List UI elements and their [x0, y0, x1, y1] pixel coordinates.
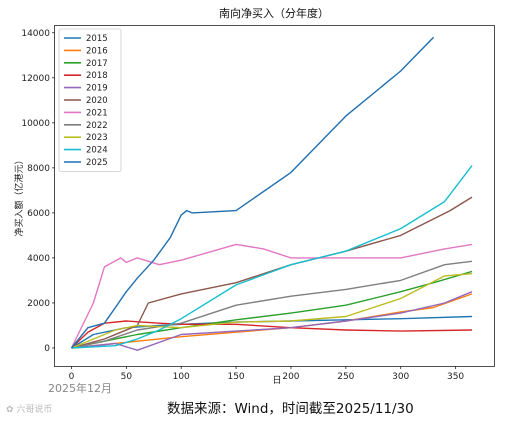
- series-line-2022: [71, 260, 473, 349]
- x-tick-label: 0: [69, 372, 75, 382]
- y-tick-label: 8000: [27, 164, 50, 174]
- x-tick-label: 250: [337, 372, 354, 382]
- legend-entry: 2017: [86, 59, 108, 69]
- y-axis: 0 2000 4000 6000 8000 10000 12000 14000: [21, 29, 55, 354]
- y-axis-label: 净买入额（亿港元）: [13, 155, 25, 236]
- legend-entry: 2024: [86, 146, 108, 156]
- legend-entry: 2018: [86, 71, 108, 81]
- x-tick-label: 200: [282, 372, 299, 382]
- x-tick-label: 300: [392, 372, 409, 382]
- legend-entry: 2020: [86, 96, 108, 106]
- x-tick-label: 50: [121, 372, 133, 382]
- x-tick-label: 100: [173, 372, 190, 382]
- x-tick-label: 150: [227, 372, 244, 382]
- legend-entry: 2021: [86, 108, 108, 118]
- y-tick-label: 12000: [21, 74, 50, 84]
- y-tick-label: 4000: [27, 254, 50, 264]
- data-source-note: 数据来源：Wind，时间截至2025/11/30: [167, 401, 414, 417]
- x-axis: 0 50 100 150 200 250 300 350: [69, 366, 464, 382]
- y-tick-label: 14000: [21, 29, 50, 39]
- legend-box: [58, 28, 122, 172]
- x-tick-label: 350: [447, 372, 464, 382]
- x-axis-label: 日: [272, 375, 281, 386]
- series-lines: [70, 36, 473, 351]
- watermark: ✿ 六哥说币: [6, 405, 53, 415]
- legend-entry: 2016: [86, 46, 108, 56]
- series-line-2025: [70, 36, 435, 349]
- y-tick-label: 6000: [27, 209, 50, 219]
- series-line-2020: [71, 196, 473, 349]
- legend-entry: 2019: [86, 84, 108, 94]
- legend-entry: 2015: [86, 34, 108, 44]
- y-tick-label: 0: [44, 344, 50, 354]
- chart-title: 南向净买入（分年度）: [219, 6, 329, 20]
- series-line-2023: [71, 273, 473, 349]
- legend-entry: 2025: [86, 158, 108, 168]
- y-tick-label: 2000: [27, 299, 50, 309]
- legend: 2015 2016 2017 2018 2019 2020 2021 2022 2023 2024…: [58, 28, 122, 172]
- legend-entry: 2023: [86, 133, 108, 143]
- series-line-2021: [70, 243, 473, 349]
- plot-frame: [54, 25, 495, 367]
- legend-entry: 2022: [86, 121, 108, 131]
- series-line-2018: [71, 320, 473, 349]
- date-stamp: 2025年12月: [48, 382, 112, 395]
- series-line-2024: [71, 165, 473, 349]
- series-line-2017: [71, 270, 473, 349]
- series-line-2019: [71, 291, 473, 351]
- y-tick-label: 10000: [21, 119, 50, 129]
